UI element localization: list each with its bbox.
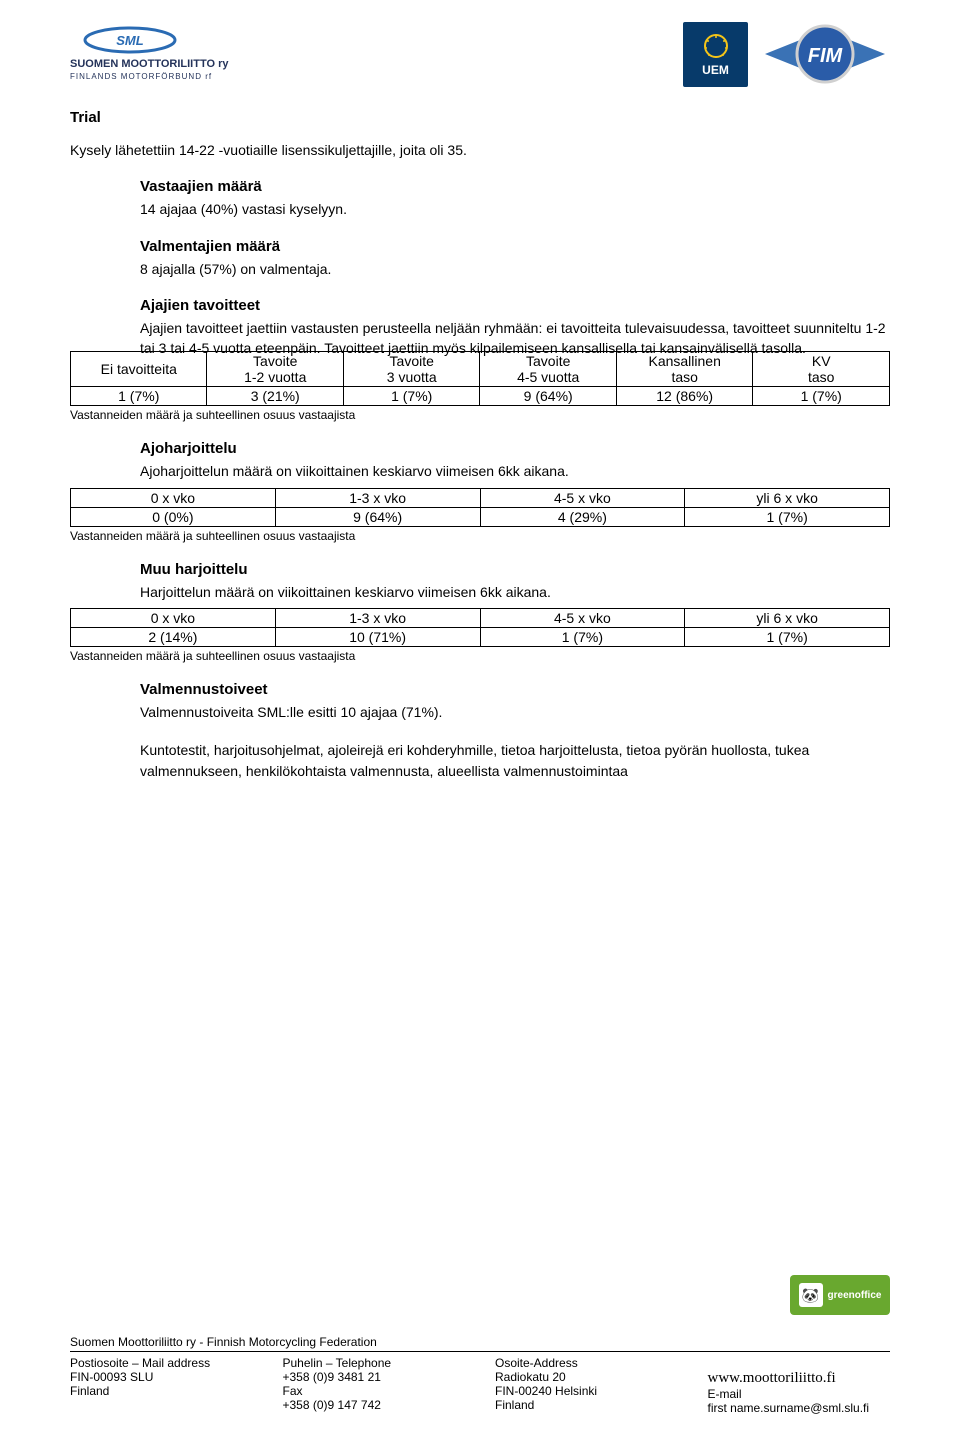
svg-text:FIM: FIM xyxy=(808,45,844,67)
table-cell: 9 (64%) xyxy=(275,507,480,526)
section-other-body: Harjoittelun määrä on viikoittainen kesk… xyxy=(140,582,890,602)
sml-logo: SML SUOMEN MOOTTORILIITTO ry FINLANDS MO… xyxy=(70,25,250,85)
footer-c2-header: Puhelin – Telephone xyxy=(283,1356,466,1370)
footer-website-link[interactable]: www.moottoriliitto.fi xyxy=(708,1370,836,1386)
section-riding-body: Ajoharjoittelun määrä on viikoittainen k… xyxy=(140,461,890,481)
section-respondents-title: Vastaajien määrä xyxy=(140,178,890,195)
footer-c1-line: FIN-00093 SLU xyxy=(70,1370,253,1384)
table-cell: 9 (64%) xyxy=(480,387,616,406)
footer-c3-line: FIN-00240 Helsinki xyxy=(495,1384,678,1398)
table-cell: 1 (7%) xyxy=(753,387,890,406)
greenoffice-badge: 🐼 greenoffice xyxy=(790,1275,890,1315)
section-riding-title: Ajoharjoittelu xyxy=(140,440,890,457)
table-cell: 1 (7%) xyxy=(685,628,890,647)
footer-email-link[interactable]: first name.surname@sml.slu.fi xyxy=(708,1401,870,1415)
footer-c3-line: Finland xyxy=(495,1398,678,1412)
footer: Suomen Moottoriliitto ry - Finnish Motor… xyxy=(70,1335,890,1415)
table-cell: 0 x vko xyxy=(71,488,276,507)
svg-text:SUOMEN MOOTTORILIITTO ry: SUOMEN MOOTTORILIITTO ry xyxy=(70,58,229,70)
table-cell: 4 (29%) xyxy=(480,507,685,526)
table-caption-3: Vastanneiden määrä ja suhteellinen osuus… xyxy=(70,649,890,663)
section-wishes-body1: Valmennustoiveita SML:lle esitti 10 ajaj… xyxy=(140,702,820,722)
table-cell: 1 (7%) xyxy=(343,387,479,406)
footer-c1-header: Postiosoite – Mail address xyxy=(70,1356,253,1370)
table-riding: 0 x vko 1-3 x vko 4-5 x vko yli 6 x vko … xyxy=(70,488,890,527)
table-cell: 10 (71%) xyxy=(275,628,480,647)
page-heading: Trial xyxy=(70,109,890,126)
uem-logo: UEM xyxy=(681,20,750,89)
section-goals-body: Ajajien tavoitteet jaettiin vastausten p… xyxy=(140,318,890,359)
footer-c2-line: +358 (0)9 147 742 xyxy=(283,1398,466,1412)
table-cell: 3 (21%) xyxy=(207,387,343,406)
table-cell: 0 (0%) xyxy=(71,507,276,526)
svg-text:FINLANDS MOTORFÖRBUND rf: FINLANDS MOTORFÖRBUND rf xyxy=(70,72,212,81)
table-cell: 2 (14%) xyxy=(71,628,276,647)
footer-c2-line: +358 (0)9 3481 21 xyxy=(283,1370,466,1384)
intro-text: Kysely lähetettiin 14-22 -vuotiaille lis… xyxy=(70,140,890,160)
table-cell: 1-3 x vko xyxy=(275,488,480,507)
footer-org: Suomen Moottoriliitto ry - Finnish Motor… xyxy=(70,1335,890,1349)
svg-text:SML: SML xyxy=(116,33,144,48)
section-coaches-title: Valmentajien määrä xyxy=(140,238,890,255)
table-cell: 1 (7%) xyxy=(685,507,890,526)
footer-c4-line: E-mail xyxy=(708,1387,891,1401)
table-row: 0 x vko 1-3 x vko 4-5 x vko yli 6 x vko xyxy=(71,488,890,507)
section-respondents-body: 14 ajajaa (40%) vastasi kyselyyn. xyxy=(140,199,890,219)
table-cell: 1 (7%) xyxy=(71,387,207,406)
header-logos: SML SUOMEN MOOTTORILIITTO ry FINLANDS MO… xyxy=(70,20,890,89)
table-row: 0 x vko 1-3 x vko 4-5 x vko yli 6 x vko xyxy=(71,609,890,628)
footer-c3-header: Osoite-Address xyxy=(495,1356,678,1370)
table-caption-2: Vastanneiden määrä ja suhteellinen osuus… xyxy=(70,529,890,543)
table-cell: 12 (86%) xyxy=(616,387,752,406)
uem-label: UEM xyxy=(702,63,729,77)
table-row: 2 (14%) 10 (71%) 1 (7%) 1 (7%) xyxy=(71,628,890,647)
wwf-panda-icon: 🐼 xyxy=(799,1283,823,1307)
footer-c3-line: Radiokatu 20 xyxy=(495,1370,678,1384)
table-cell: 4-5 x vko xyxy=(480,488,685,507)
section-wishes-body2: Kuntotestit, harjoitusohjelmat, ajoleire… xyxy=(140,740,820,781)
table-row: 1 (7%) 3 (21%) 1 (7%) 9 (64%) 12 (86%) 1… xyxy=(71,387,890,406)
section-other-title: Muu harjoittelu xyxy=(140,561,890,578)
table-row: 0 (0%) 9 (64%) 4 (29%) 1 (7%) xyxy=(71,507,890,526)
footer-c2-line: Fax xyxy=(283,1384,466,1398)
table-cell: 0 x vko xyxy=(71,609,276,628)
section-goals-title: Ajajien tavoitteet xyxy=(140,297,890,314)
table-cell: 1 (7%) xyxy=(480,628,685,647)
table-goals-body: Ei tavoitteita Tavoite1-2 vuotta Tavoite… xyxy=(70,351,890,406)
section-coaches-body: 8 ajajalla (57%) on valmentaja. xyxy=(140,259,890,279)
table-cell: 1-3 x vko xyxy=(275,609,480,628)
table-other: 0 x vko 1-3 x vko 4-5 x vko yli 6 x vko … xyxy=(70,608,890,647)
fim-logo: FIM xyxy=(760,22,890,87)
table-caption-1: Vastanneiden määrä ja suhteellinen osuus… xyxy=(70,408,890,422)
greenoffice-label: greenoffice xyxy=(828,1290,882,1301)
footer-c1-line: Finland xyxy=(70,1384,253,1398)
table-cell: yli 6 x vko xyxy=(685,609,890,628)
section-wishes-title: Valmennustoiveet xyxy=(140,681,820,698)
table-cell: 4-5 x vko xyxy=(480,609,685,628)
table-cell: yli 6 x vko xyxy=(685,488,890,507)
